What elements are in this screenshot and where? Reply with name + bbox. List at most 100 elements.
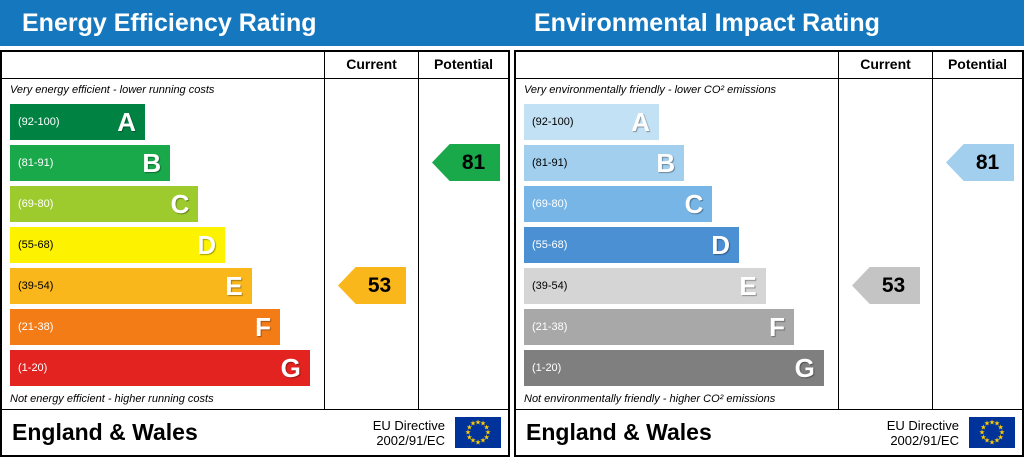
band-letter-label: A: [117, 106, 137, 137]
current-column-header: Current: [838, 52, 932, 78]
column-headers: Current Potential: [516, 52, 1022, 79]
current-column-header: Current: [324, 52, 418, 78]
eu-flag: ★ ★ ★ ★ ★ ★ ★ ★ ★ ★ ★ ★: [455, 417, 501, 448]
region-label: England & Wales: [12, 419, 198, 445]
energy-efficiency-panel: Current Potential Very energy efficient …: [0, 50, 510, 457]
eu-flag-star: ★: [988, 419, 996, 426]
rating-panels: Current Potential Very energy efficient …: [0, 50, 1024, 457]
band-range-label: (92-100): [18, 115, 60, 128]
eu-flag-star: ★: [474, 419, 482, 426]
eu-flag-star: ★: [983, 437, 991, 445]
header-bar: Energy Efficiency Rating Environmental I…: [0, 0, 1024, 46]
band-row-a: (92-100) A: [516, 101, 838, 142]
bottom-note: Not environmentally friendly - higher CO…: [524, 393, 776, 405]
eu-flag-star: ★: [997, 424, 1004, 431]
eu-directive-label: EU Directive 2002/91/EC: [887, 418, 959, 448]
band-bar-f: (21-38) F: [10, 308, 281, 345]
current-column: 53: [838, 79, 932, 409]
potential-column: 81: [418, 79, 508, 409]
potential-rating-arrow: 81: [432, 144, 500, 181]
panel-footer: England & Wales EU Directive 2002/91/EC …: [2, 409, 508, 455]
band-range-label: (21-38): [532, 320, 568, 333]
eu-directive-line1: EU Directive: [886, 417, 959, 433]
potential-column-header: Potential: [932, 52, 1022, 78]
eu-flag-star: ★: [474, 439, 482, 446]
band-bar-c: (69-80) C: [524, 185, 713, 222]
band-row-c: (69-80) C: [2, 183, 324, 224]
eu-directive-line1: EU Directive: [372, 417, 445, 433]
chart-body: Very environmentally friendly - lower CO…: [516, 79, 1022, 409]
band-letter-label: A: [631, 106, 651, 137]
eu-flag-star: ★: [484, 429, 492, 436]
band-row-d: (55-68) D: [516, 224, 838, 265]
band-range-label: (92-100): [532, 115, 574, 128]
eu-flag-star: ★: [993, 437, 1001, 445]
band-row-f: (21-38) F: [516, 306, 838, 347]
band-row-e: (39-54) E: [2, 265, 324, 306]
region-label: England & Wales: [526, 419, 712, 445]
band-row-b: (81-91) B: [516, 142, 838, 183]
eu-flag-star: ★: [993, 420, 1001, 428]
band-bar-b: (81-91) B: [10, 144, 171, 181]
band-row-d: (55-68) D: [2, 224, 324, 265]
eu-flag-star: ★: [998, 429, 1006, 436]
band-bar-b: (81-91) B: [524, 144, 685, 181]
band-letter-label: D: [197, 229, 217, 260]
band-range-label: (69-80): [532, 197, 568, 210]
band-bar-g: (1-20) G: [524, 349, 824, 386]
band-letter-label: G: [794, 352, 815, 383]
band-row-a: (92-100) A: [2, 101, 324, 142]
environmental-impact-rating-title: Environmental Impact Rating: [534, 9, 880, 37]
band-bar-a: (92-100) A: [10, 103, 146, 140]
band-row-f: (21-38) F: [2, 306, 324, 347]
column-headers: Current Potential: [2, 52, 508, 79]
band-letter-label: F: [255, 311, 272, 342]
band-letter-label: G: [280, 352, 301, 383]
band-row-b: (81-91) B: [2, 142, 324, 183]
band-range-label: (81-91): [18, 156, 54, 169]
eu-flag-star: ★: [483, 424, 490, 431]
band-bar-f: (21-38) F: [524, 308, 795, 345]
energy-efficiency-rating-title: Energy Efficiency Rating: [22, 9, 317, 37]
band-range-label: (55-68): [18, 238, 54, 251]
rating-bands: (92-100) A (81-91) B (69-80) C (55-68) D (39-54)…: [516, 101, 838, 388]
eu-flag-star: ★: [466, 434, 473, 441]
band-row-c: (69-80) C: [516, 183, 838, 224]
eu-flag: ★ ★ ★ ★ ★ ★ ★ ★ ★ ★ ★ ★: [969, 417, 1015, 448]
eu-flag-star: ★: [479, 437, 487, 445]
band-range-label: (55-68): [532, 238, 568, 251]
eu-flag-star: ★: [997, 434, 1004, 441]
band-bar-d: (55-68) D: [524, 226, 740, 263]
eu-flag-star: ★: [466, 424, 473, 431]
band-range-label: (1-20): [532, 361, 562, 374]
band-range-label: (39-54): [532, 279, 568, 292]
current-column: 53: [324, 79, 418, 409]
potential-column: 81: [932, 79, 1022, 409]
potential-column-header: Potential: [418, 52, 508, 78]
environmental-impact-panel: Current Potential Very environmentally f…: [514, 50, 1024, 457]
rating-scale: Very environmentally friendly - lower CO…: [516, 79, 838, 409]
current-rating-arrow: 53: [852, 267, 920, 304]
band-row-g: (1-20) G: [2, 347, 324, 388]
band-letter-label: E: [225, 270, 243, 301]
eu-flag-star: ★: [469, 420, 477, 428]
column-header-spacer: [516, 52, 838, 78]
band-letter-label: B: [656, 147, 676, 178]
band-letter-label: D: [711, 229, 731, 260]
eu-flag-star: ★: [464, 429, 472, 436]
eu-flag-star: ★: [983, 420, 991, 428]
band-letter-label: F: [769, 311, 786, 342]
band-range-label: (21-38): [18, 320, 54, 333]
chart-body: Very energy efficient - lower running co…: [2, 79, 508, 409]
potential-rating-arrow: 81: [946, 144, 1014, 181]
rating-bands: (92-100) A (81-91) B (69-80) C (55-68) D (39-54)…: [2, 101, 324, 388]
eu-flag-star: ★: [483, 434, 490, 441]
eu-directive-line2: 2002/91/EC: [376, 432, 445, 448]
band-bar-d: (55-68) D: [10, 226, 226, 263]
eu-flag-star: ★: [469, 437, 477, 445]
column-header-spacer: [2, 52, 324, 78]
eu-flag-star: ★: [980, 434, 987, 441]
band-letter-label: C: [170, 188, 190, 219]
band-letter-label: C: [684, 188, 704, 219]
